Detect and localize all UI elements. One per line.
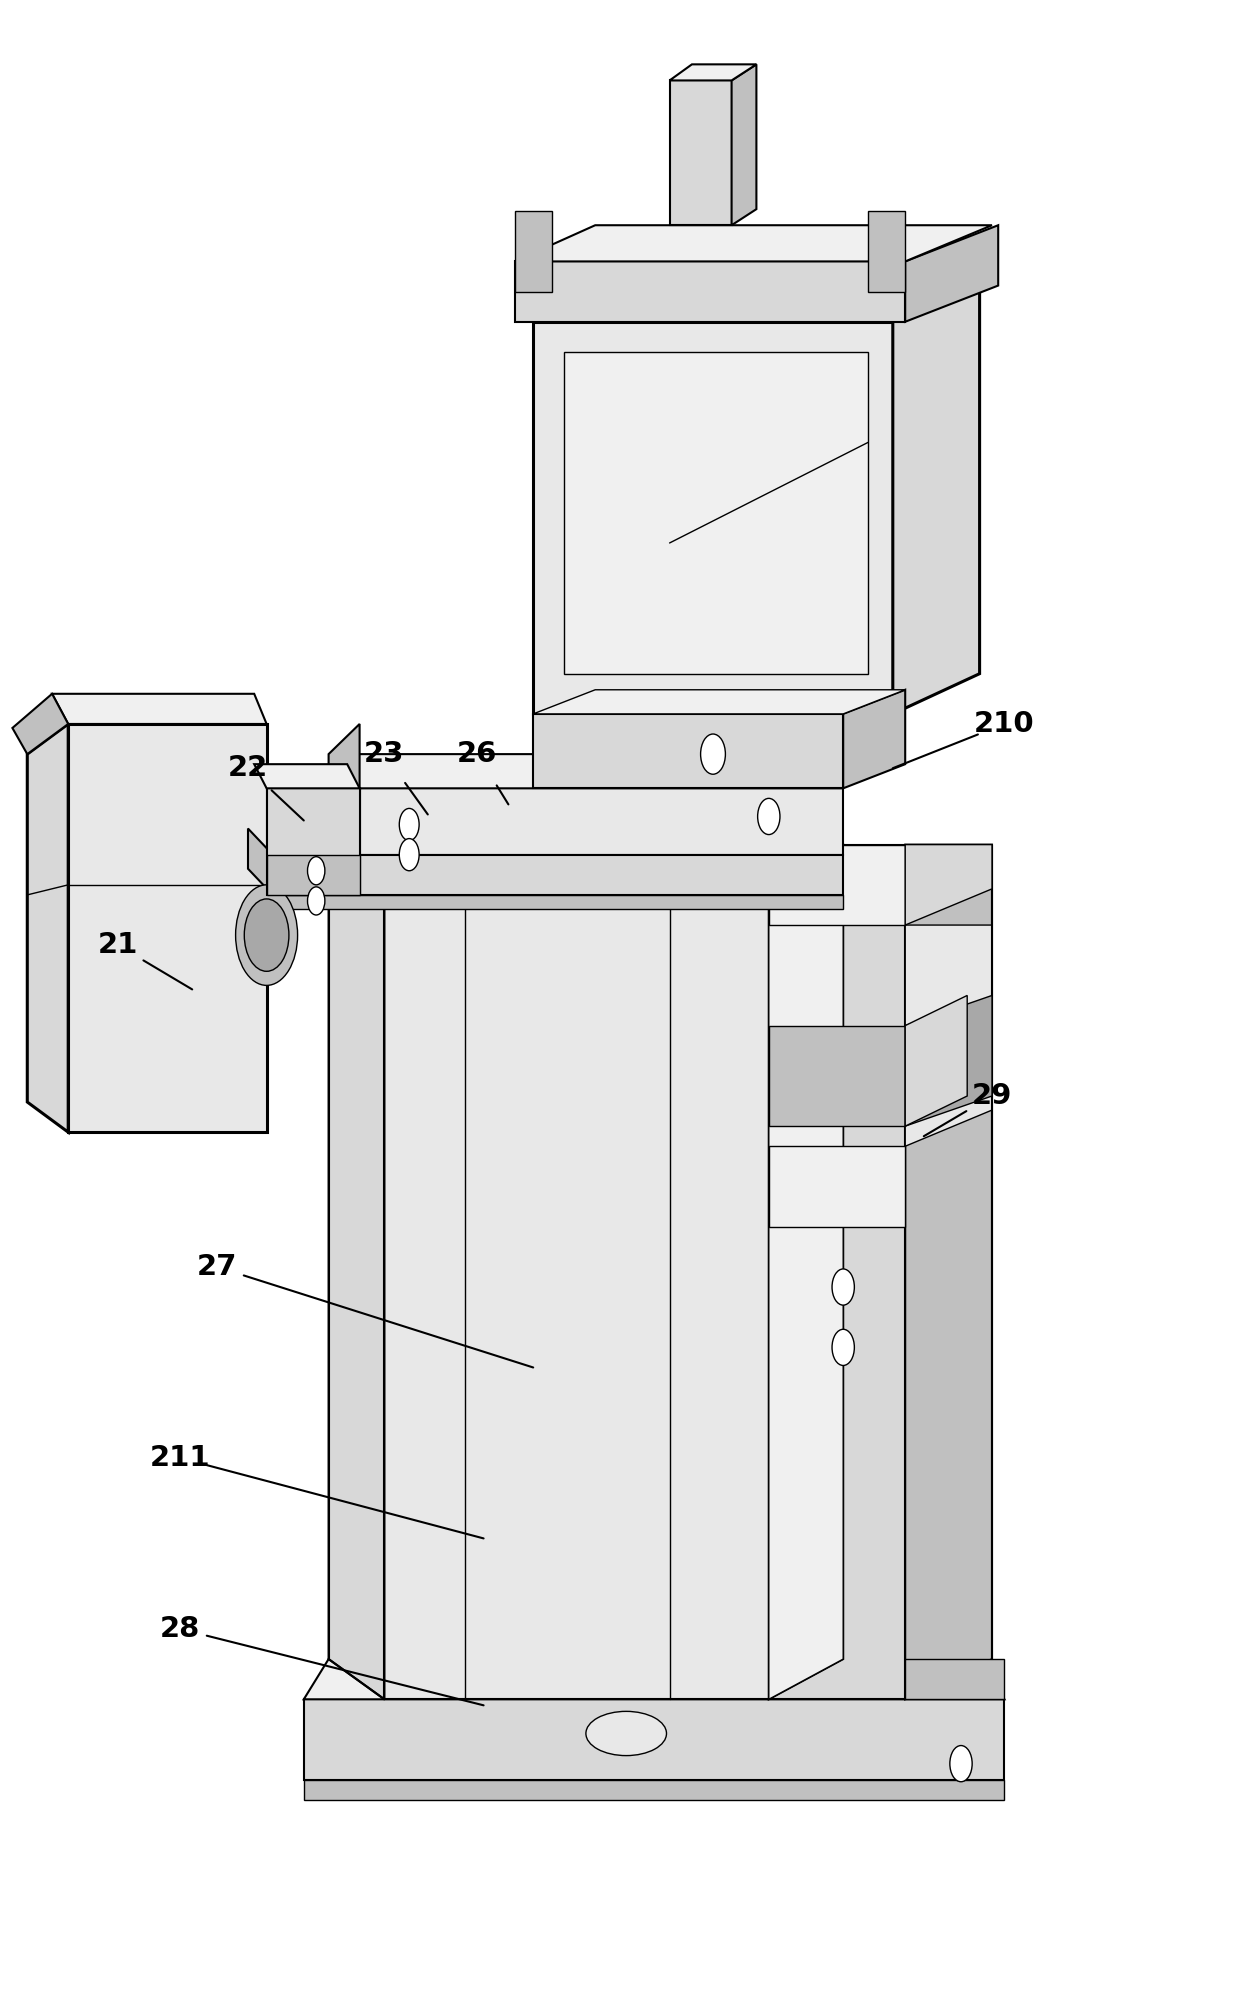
Polygon shape (533, 714, 843, 788)
Text: 27: 27 (197, 1253, 237, 1281)
Polygon shape (533, 322, 893, 714)
Polygon shape (893, 292, 980, 714)
Circle shape (236, 885, 298, 985)
Polygon shape (769, 845, 905, 925)
Polygon shape (267, 788, 360, 895)
Polygon shape (533, 292, 980, 322)
Polygon shape (329, 724, 360, 818)
Polygon shape (905, 845, 992, 925)
Text: 211: 211 (150, 1444, 210, 1472)
Polygon shape (304, 1699, 1004, 1780)
Circle shape (399, 839, 419, 871)
Polygon shape (267, 855, 360, 895)
Polygon shape (329, 845, 843, 885)
Text: 21: 21 (98, 931, 138, 959)
Text: 22: 22 (228, 754, 268, 782)
Text: 29: 29 (972, 1082, 1012, 1110)
Polygon shape (384, 845, 769, 1699)
Polygon shape (564, 352, 868, 674)
Polygon shape (12, 694, 68, 754)
Circle shape (950, 1746, 972, 1782)
Polygon shape (329, 845, 384, 1699)
Circle shape (399, 808, 419, 841)
Polygon shape (769, 845, 843, 1699)
Polygon shape (843, 690, 905, 788)
Polygon shape (52, 694, 267, 724)
Polygon shape (27, 724, 68, 1132)
Polygon shape (254, 764, 360, 788)
Polygon shape (769, 845, 905, 1699)
Circle shape (244, 899, 289, 971)
Ellipse shape (587, 1711, 667, 1756)
Circle shape (832, 1269, 854, 1305)
Text: 28: 28 (160, 1615, 200, 1643)
Polygon shape (329, 788, 360, 885)
Polygon shape (905, 995, 992, 1126)
Polygon shape (769, 1026, 905, 1126)
Circle shape (308, 857, 325, 885)
Polygon shape (515, 225, 992, 261)
Polygon shape (304, 1659, 1004, 1699)
Polygon shape (515, 211, 552, 292)
Polygon shape (360, 788, 843, 855)
Polygon shape (335, 754, 843, 788)
Polygon shape (670, 80, 732, 225)
Text: 23: 23 (365, 740, 404, 768)
Polygon shape (905, 845, 992, 1699)
Circle shape (832, 1329, 854, 1365)
Polygon shape (304, 1780, 1004, 1800)
Polygon shape (905, 925, 992, 1146)
Circle shape (701, 734, 725, 774)
Polygon shape (905, 995, 967, 1126)
Polygon shape (273, 855, 843, 895)
Polygon shape (248, 895, 843, 909)
Polygon shape (533, 690, 905, 714)
Polygon shape (732, 64, 756, 225)
Polygon shape (769, 845, 843, 1699)
Polygon shape (68, 724, 267, 1132)
Polygon shape (248, 829, 273, 895)
Circle shape (308, 887, 325, 915)
Circle shape (758, 798, 780, 835)
Polygon shape (769, 1146, 905, 1227)
Polygon shape (905, 225, 998, 322)
Text: 210: 210 (975, 710, 1034, 738)
Polygon shape (670, 64, 756, 80)
Polygon shape (515, 261, 905, 322)
Polygon shape (868, 211, 905, 292)
Text: 26: 26 (458, 740, 497, 768)
Polygon shape (905, 1659, 1004, 1699)
